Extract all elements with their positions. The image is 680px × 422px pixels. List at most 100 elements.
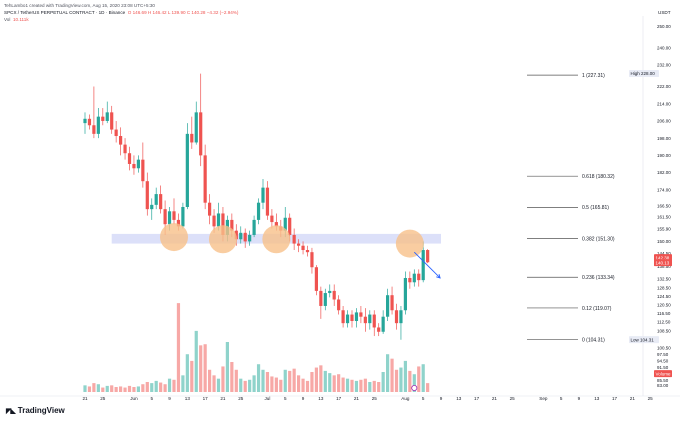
volume-bar [132,387,136,392]
volume-bar [127,385,132,392]
time-tick-label: 17 [474,396,480,401]
volume-bar [212,375,216,392]
candle-body [212,215,216,227]
fib-label: 0.618 (180.32) [582,174,615,180]
candle-body [239,232,243,240]
fibonacci-levels: 1 (227.31) 0.618 (180.32) 0.5 (165.81) 0.38… [527,73,615,344]
volume-bar [350,379,354,392]
candle-body [345,314,350,324]
candle-body [194,112,198,143]
volume-bar [234,369,238,392]
volume-bar [252,375,256,392]
candle-body [314,267,318,291]
touch-circles [160,223,424,258]
price-tick-label: 155.90 [657,226,671,231]
price-tick-label: 128.50 [657,285,671,290]
volume-bar [279,379,283,392]
symbol-name: SPCX / TetherUS PERPETUAL CONTRACT · 1D … [4,10,126,15]
time-tick-label: 9 [440,396,443,401]
volume-bar [194,330,198,392]
time-tick-label: 21 [630,396,636,401]
volume-bar [274,377,278,392]
volume-bar [87,386,92,392]
candle-body [154,194,158,205]
time-tick-label: 21 [354,396,360,401]
volume-bar [386,354,390,392]
candle-body [417,273,421,281]
candle-body [394,310,399,324]
volume-bar [354,380,359,392]
price-badge-text: 142.38 [656,255,670,260]
candle-body [172,211,176,220]
time-tick-label: 5 [284,396,287,401]
price-tick-label: 116.50 [657,311,671,316]
volume-bar [256,364,261,392]
volume-bar [421,364,425,392]
volume-bar [403,360,407,392]
volume-bar [314,367,318,392]
volume-bar [208,369,212,392]
price-badge-text: 140.13 [656,260,670,265]
fib-label: 0.236 (133.34) [582,275,615,281]
candle-body [359,312,363,317]
candle-body [372,314,376,328]
time-tick-label: 13 [456,396,462,401]
candle-body [221,213,225,235]
candle-body [230,219,234,231]
time-tick-label: 5 [422,396,425,401]
currency-label: USDT [658,10,671,15]
candle-body [412,273,416,283]
volume-bar [185,354,189,392]
volume-bar [203,344,207,392]
candle-body [203,155,207,203]
volume-value: 10.111k [12,17,29,22]
price-badge-text: Low 104.31 [631,337,655,342]
tradingview-logo[interactable]: ◤◣ TradingView [6,406,65,415]
time-tick-label: 21 [220,396,226,401]
time-axis: 21 25 Jun 5 9 13 17 21 25 Jul 5 9 13 17 21 25 Aug 5 9 13 17 2… [82,396,653,401]
candle-body [145,181,149,210]
time-tick-label: Jun [130,396,138,401]
volume-bar [114,387,118,392]
volume-marker [411,384,418,391]
touch-circle [208,225,237,254]
time-tick-label: 17 [203,396,209,401]
projection-arrow [413,251,441,279]
price-tick-label: 100.50 [657,346,671,351]
volume-bar [119,386,123,392]
candle-body [136,159,140,169]
candle-body [408,277,412,283]
volume-bar [141,384,145,392]
axis-lines [0,16,680,397]
volume-bar [270,376,274,392]
candle-body [274,222,278,227]
volume-bar [332,375,336,392]
price-badge-text: High 228.00 [631,71,656,76]
volume-bar [310,372,314,392]
candle-body [105,112,109,121]
arrow-head [436,274,441,279]
volume-bar [297,375,301,392]
price-tick-label: 85.50 [657,378,669,383]
volume-bar [243,380,247,392]
volume-bar [154,380,158,392]
candle-body [163,209,167,225]
volume-bar [265,372,270,392]
publisher-line: TehLambo1 created with TradingView.com, … [4,3,155,8]
ohlc-values: O 146.69 H 146.42 L 139.90 C 140.28 −4.3… [127,10,239,15]
price-tick-label: 108.50 [657,328,671,333]
candle-body [350,314,354,322]
price-tick-label: 190.00 [657,153,671,158]
candle-body [297,243,301,246]
candle-body [208,202,212,216]
volume-bar [123,387,127,392]
volume-bar [341,377,345,392]
price-tick-label: 83.00 [657,383,669,388]
price-tick-label: 166.50 [657,204,671,209]
candle-body [377,327,381,332]
volume-bar [96,384,100,392]
volume-bar [150,383,154,392]
price-tick-label: 97.50 [657,352,669,357]
candle-body [159,194,163,210]
